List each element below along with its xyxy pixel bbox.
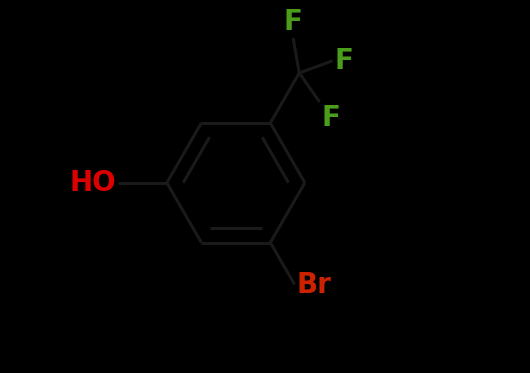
Text: Br: Br [297,270,331,298]
Text: F: F [322,104,340,132]
Text: HO: HO [70,169,117,197]
Text: F: F [334,47,354,75]
Text: F: F [284,8,303,36]
